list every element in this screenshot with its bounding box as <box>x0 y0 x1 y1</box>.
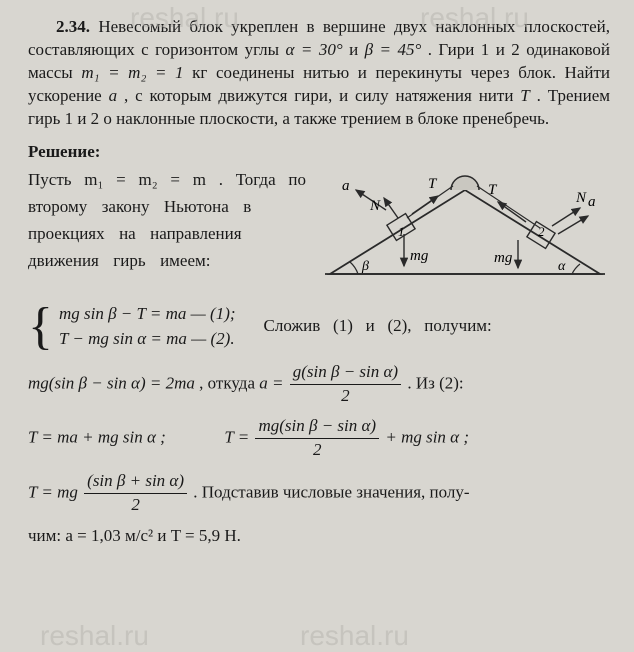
frac-den: 2 <box>84 494 187 517</box>
problem-text: и <box>349 40 365 59</box>
brace-icon: { <box>28 301 53 353</box>
intro-line: проекциях на направления <box>28 220 310 247</box>
tension-sym: T <box>520 86 529 105</box>
box2-label: 2 <box>538 224 545 239</box>
combine-text: Сложив (1) и (2), получим: <box>264 315 492 338</box>
vec-T: T⃗ <box>488 182 508 198</box>
problem-statement: 2.34. Невесомый блок укреплен в вершине … <box>28 16 610 131</box>
result-line: чим: a = 1,03 м/с² и T = 5,9 Н. <box>28 525 610 548</box>
vec-a: a⃗ <box>588 194 607 210</box>
masses: m₁ = m₂ = 1 <box>81 63 183 82</box>
eq3a: mg(sin β − sin α) = 2ma <box>28 373 195 392</box>
equation-line: T = mg (sin β + sin α) 2 . Подставив чис… <box>28 470 610 517</box>
watermark: reshal.ru <box>40 620 149 652</box>
equation-line: mg(sin β − sin α) = 2ma , откуда a = g(s… <box>28 361 610 408</box>
problem-text: , с которым движутся гири, и силу натяже… <box>124 86 520 105</box>
eq4b-T: T = <box>224 428 249 447</box>
vec-T: T⃗ <box>428 176 448 192</box>
page: 2.34. Невесомый блок укреплен в вершине … <box>0 0 634 566</box>
eq4a: T = ma + mg sin α ; <box>28 428 166 447</box>
vec-a: a⃗ <box>342 178 361 194</box>
alpha-val: α = 30° <box>286 40 343 59</box>
frac-num: (sin β + sin α) <box>84 470 187 494</box>
eq2: T − mg sin α = ma — (2). <box>59 328 236 351</box>
eq3b-a: a = <box>259 373 283 392</box>
equation-system: { mg sin β − T = ma — (1); T − mg sin α … <box>28 301 610 353</box>
watermark: reshal.ru <box>300 620 409 652</box>
intro-line: второму закону Ньютона в <box>28 193 310 220</box>
beta-label: β <box>361 259 369 274</box>
eq1: mg sin β − T = ma — (1); <box>59 303 236 326</box>
alpha-label: α <box>558 259 566 274</box>
frac-den: 2 <box>255 439 379 462</box>
beta-val: β = 45° <box>365 40 422 59</box>
vec-N: N⃗ <box>369 198 392 214</box>
problem-number: 2.34. <box>56 17 90 36</box>
accel-sym: a <box>109 86 118 105</box>
vec-mg: mg⃗ <box>494 250 524 266</box>
intro-line: Пусть m₁ = m₂ = m . Тогда по <box>28 166 310 193</box>
eq3b-tail: . Из (2): <box>407 373 463 392</box>
frac-num: mg(sin β − sin α) <box>255 415 379 439</box>
solution-heading: Решение: <box>28 141 610 164</box>
vec-mg: mg⃗ <box>410 248 440 264</box>
diagram: β α 1 2 a⃗ T⃗ N⃗ <box>320 166 610 293</box>
eq4b-tail: + mg sin α ; <box>385 428 469 447</box>
frac-den: 2 <box>290 385 401 408</box>
eq3b-lead: , откуда <box>199 373 259 392</box>
equation-line: T = ma + mg sin α ; T = mg(sin β − sin α… <box>28 415 610 462</box>
eq5-T: T = mg <box>28 483 78 502</box>
frac-num: g(sin β − sin α) <box>290 361 401 385</box>
intro-line: движения гирь имеем: <box>28 247 310 274</box>
solution-intro: Пусть m₁ = m₂ = m . Тогда по второму зак… <box>28 166 310 275</box>
eq5-tail: . Подставив числовые значения, полу- <box>193 483 469 502</box>
